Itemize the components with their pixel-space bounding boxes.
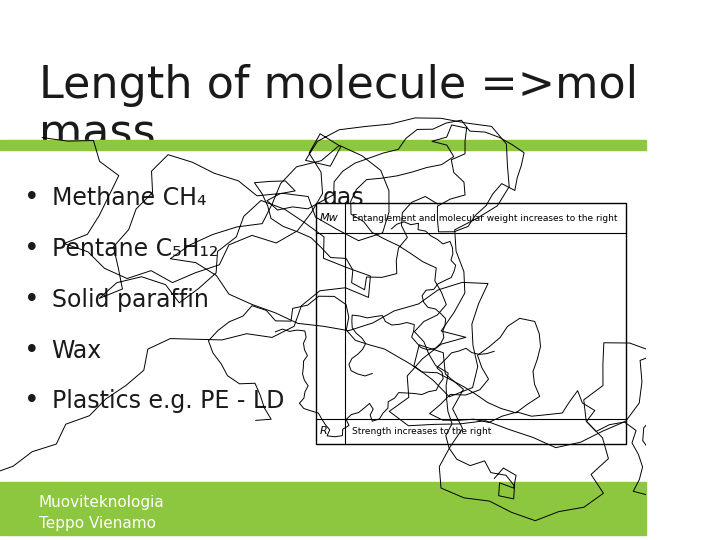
Text: R: R bbox=[320, 427, 328, 436]
Text: Wax: Wax bbox=[52, 339, 102, 362]
Text: •: • bbox=[24, 338, 40, 363]
Text: Pentane C₅H₁₂: Pentane C₅H₁₂ bbox=[52, 237, 218, 261]
Text: Solid paraffin: Solid paraffin bbox=[52, 288, 209, 312]
Text: •: • bbox=[24, 185, 40, 211]
Text: Muoviteknologia
Teppo Vienamo: Muoviteknologia Teppo Vienamo bbox=[39, 495, 164, 531]
Text: fluid: fluid bbox=[323, 237, 374, 261]
Text: •: • bbox=[24, 287, 40, 313]
Text: Methane CH₄: Methane CH₄ bbox=[52, 186, 206, 210]
Text: Mw: Mw bbox=[320, 213, 338, 224]
Text: Entanglement and molecular weight increases to the right: Entanglement and molecular weight increa… bbox=[352, 214, 617, 223]
Text: •: • bbox=[24, 236, 40, 262]
Text: Plastics e.g. PE - LD: Plastics e.g. PE - LD bbox=[52, 389, 284, 414]
Bar bbox=[316, 204, 626, 444]
Bar bbox=[0, 140, 646, 150]
Bar bbox=[0, 482, 646, 535]
Text: •: • bbox=[24, 388, 40, 414]
Text: gas: gas bbox=[323, 186, 364, 210]
Text: Length of molecule =>mol
mass: Length of molecule =>mol mass bbox=[39, 64, 638, 156]
Text: Strength increases to the right: Strength increases to the right bbox=[352, 427, 491, 436]
